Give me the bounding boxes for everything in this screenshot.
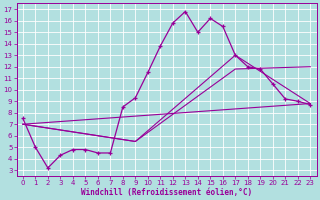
X-axis label: Windchill (Refroidissement éolien,°C): Windchill (Refroidissement éolien,°C) (81, 188, 252, 197)
